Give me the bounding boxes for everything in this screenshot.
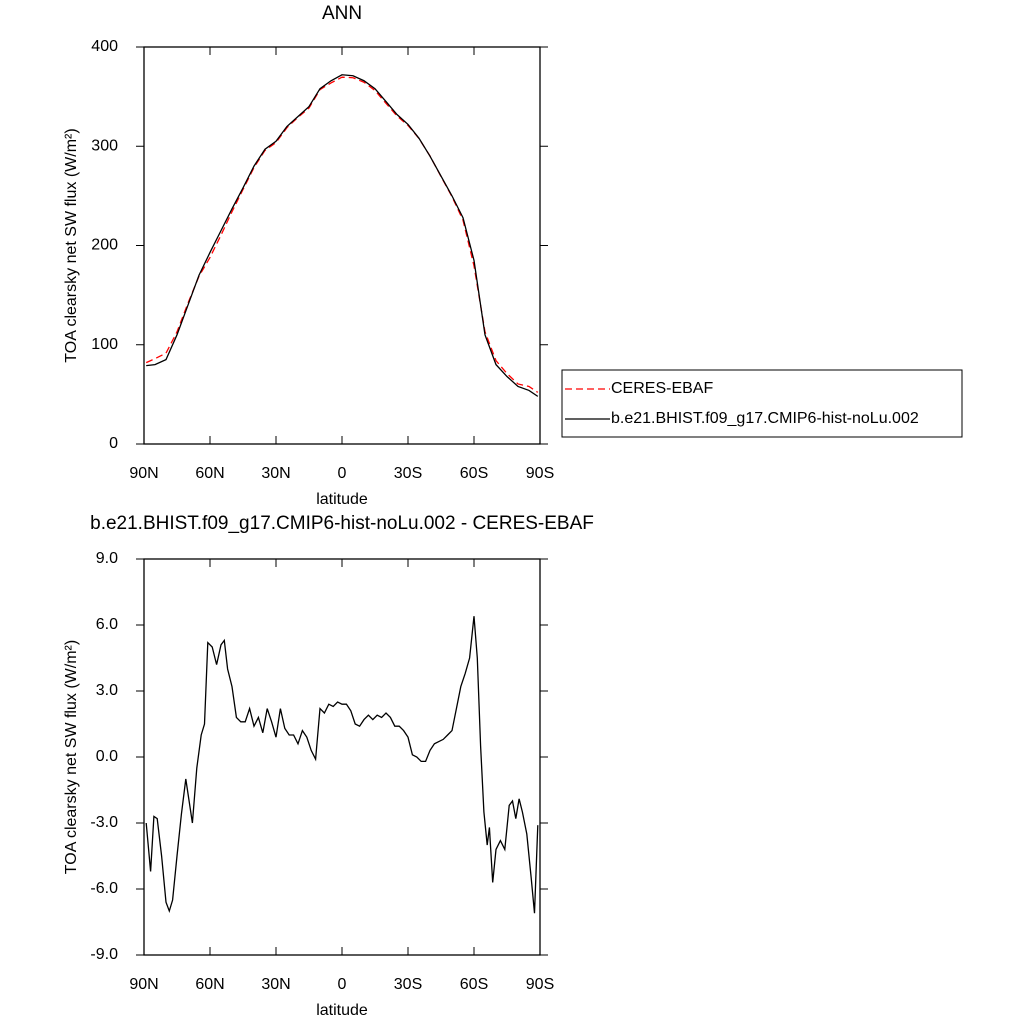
y-tick-label: 200: [91, 237, 118, 254]
x-tick-label: 90S: [526, 465, 554, 482]
y-tick-label: 9.0: [96, 550, 118, 567]
y-tick-label: 400: [91, 38, 118, 55]
data-line: [145, 616, 539, 914]
x-tick-label: 30S: [394, 976, 422, 993]
x-tick-label: 0: [338, 465, 347, 482]
data-line: [145, 76, 539, 393]
x-tick-label: 0: [338, 976, 347, 993]
x-tick-label: 60N: [195, 976, 224, 993]
chart-title: b.e21.BHIST.f09_g17.CMIP6-hist-noLu.002 …: [90, 513, 594, 534]
data-line: [146, 74, 539, 397]
x-axis-label: latitude: [316, 491, 368, 508]
legend-box: [561, 369, 963, 438]
x-axis-label: latitude: [316, 1002, 368, 1019]
chart-title: ANN: [322, 3, 362, 24]
y-tick-label: -6.0: [90, 880, 118, 897]
y-tick-label: 0: [109, 435, 118, 452]
y-tick-label: -3.0: [90, 814, 118, 831]
y-tick-label: 100: [91, 336, 118, 353]
x-tick-label: 60N: [195, 465, 224, 482]
x-tick-label: 60S: [460, 976, 488, 993]
x-tick-label: 60S: [460, 465, 488, 482]
x-tick-label: 90N: [129, 976, 158, 993]
x-tick-label: 90S: [526, 976, 554, 993]
legend-label: CERES-EBAF: [611, 380, 713, 397]
y-tick-label: 300: [91, 137, 118, 154]
y-axis-label: TOA clearsky net SW flux (W/m²): [63, 128, 80, 362]
y-tick-label: -9.0: [90, 946, 118, 963]
x-tick-label: 90N: [129, 465, 158, 482]
plot-frame: [143, 558, 541, 956]
plot-frame: [143, 46, 541, 445]
y-tick-label: 0.0: [96, 748, 118, 765]
x-tick-label: 30N: [261, 976, 290, 993]
y-tick-label: 3.0: [96, 682, 118, 699]
y-axis-label: TOA clearsky net SW flux (W/m²): [63, 640, 80, 874]
y-tick-label: 6.0: [96, 616, 118, 633]
legend-label: b.e21.BHIST.f09_g17.CMIP6-hist-noLu.002: [611, 410, 919, 427]
x-tick-label: 30S: [394, 465, 422, 482]
x-tick-label: 30N: [261, 465, 290, 482]
